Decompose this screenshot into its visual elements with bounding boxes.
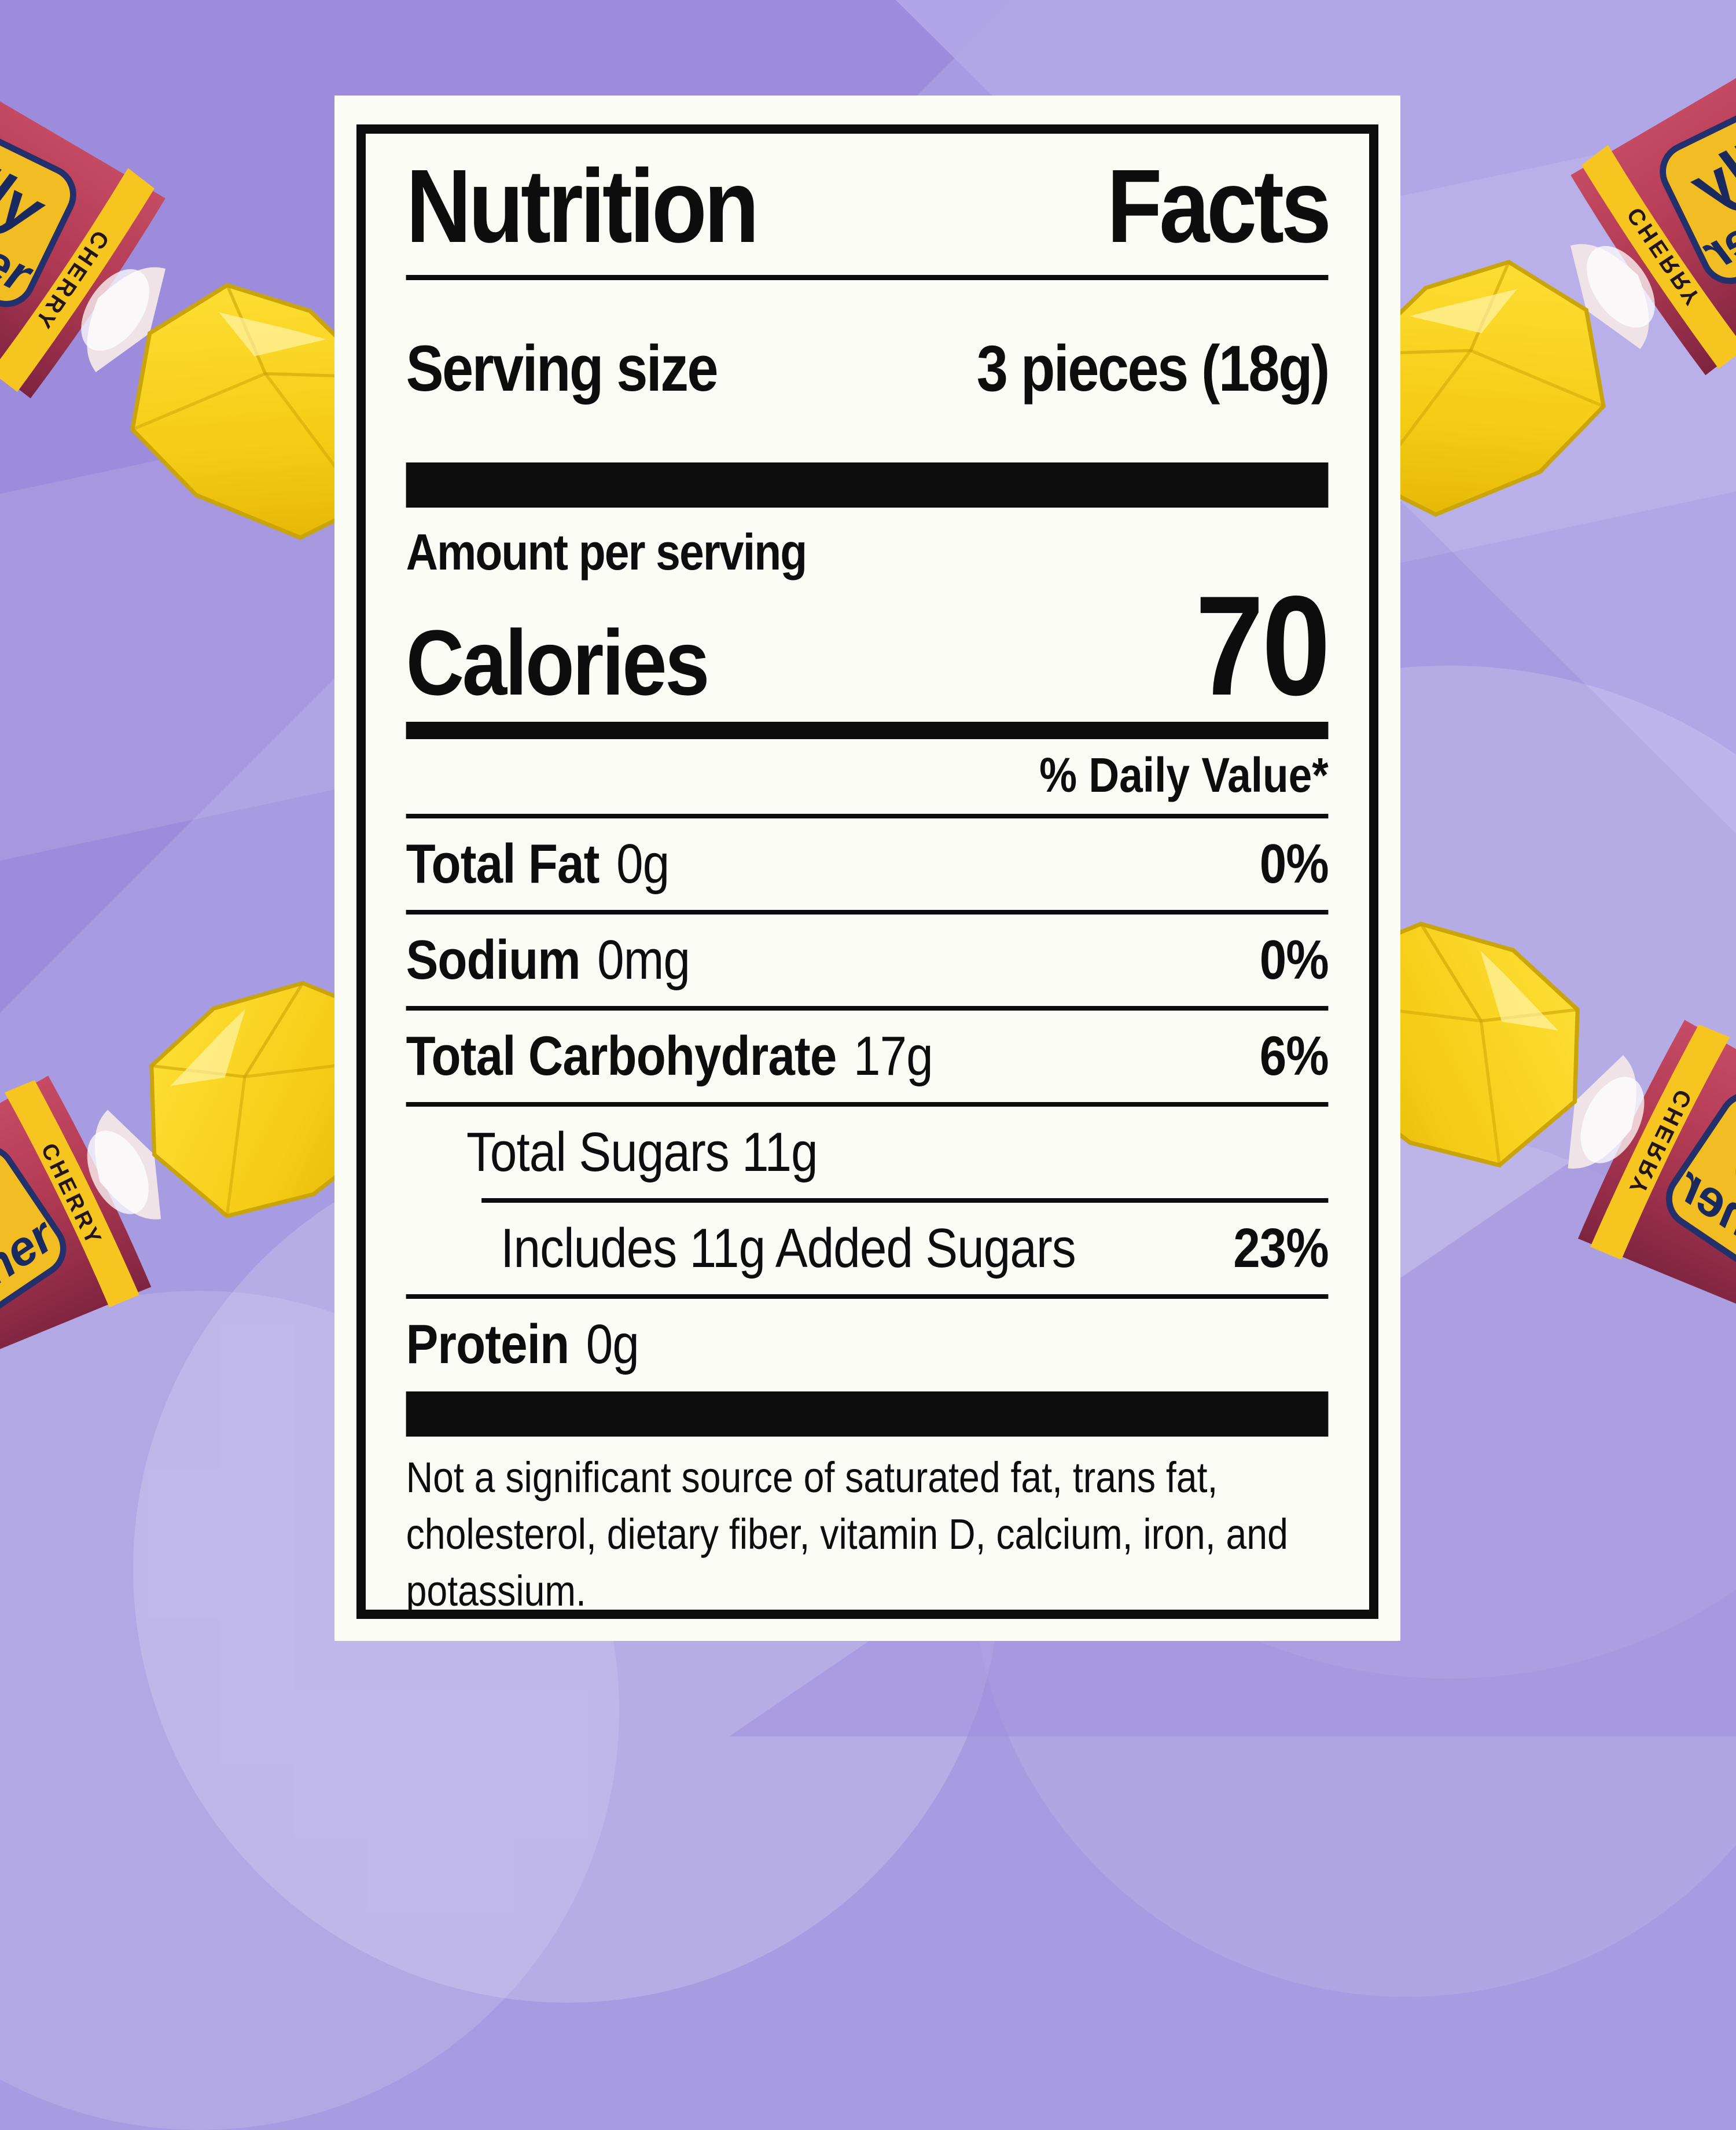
- added-sugars-daily-value: 23%: [1233, 1217, 1329, 1280]
- total-fat-daily-value: 0%: [1259, 833, 1329, 895]
- protein-label: Protein: [406, 1313, 569, 1376]
- amount-per-serving-label: Amount per serving: [406, 523, 808, 581]
- serving-size-value: 3 pieces (18g): [976, 332, 1330, 405]
- label-title-word-nutrition: Nutrition: [406, 148, 760, 265]
- sodium-amount: 0mg: [597, 929, 690, 991]
- nutrient-row-total-carbohydrate: Total Carbohydrate 17g 6%: [406, 1011, 1329, 1092]
- row-divider-indented: [481, 1198, 1329, 1203]
- row-divider: [406, 1294, 1329, 1299]
- row-divider: [406, 1102, 1329, 1107]
- sodium-label: Sodium: [406, 929, 581, 991]
- nutrient-row-sodium: Sodium 0mg 0%: [406, 915, 1329, 996]
- calories-row: Calories 70: [406, 565, 1331, 725]
- daily-value-header: % Daily Value*: [1039, 748, 1329, 803]
- row-divider: [406, 910, 1329, 915]
- label-border-frame: Nutrition Facts Serving size 3 pieces (1…: [356, 124, 1378, 1619]
- total-carbohydrate-amount: 17g: [854, 1025, 933, 1088]
- nutrient-row-added-sugars: Includes 11g Added Sugars 23%: [406, 1203, 1329, 1284]
- row-divider: [406, 1006, 1329, 1011]
- label-title: Nutrition Facts: [406, 148, 1332, 265]
- total-fat-label: Total Fat: [406, 833, 600, 895]
- total-sugars-text: Total Sugars 11g: [466, 1121, 818, 1184]
- nutrition-facts-label: Nutrition Facts Serving size 3 pieces (1…: [334, 96, 1400, 1641]
- protein-amount: 0g: [586, 1313, 639, 1376]
- total-carbohydrate-daily-value: 6%: [1259, 1025, 1329, 1088]
- total-carbohydrate-label: Total Carbohydrate: [406, 1025, 837, 1088]
- sodium-daily-value: 0%: [1259, 929, 1329, 991]
- calories-label: Calories: [406, 610, 710, 714]
- thick-divider-top: [406, 462, 1329, 508]
- title-divider: [406, 274, 1329, 280]
- added-sugars-text: Includes 11g Added Sugars: [501, 1217, 1076, 1280]
- label-content: Nutrition Facts Serving size 3 pieces (1…: [366, 134, 1369, 1615]
- nutrient-row-total-sugars: Total Sugars 11g: [406, 1107, 1329, 1188]
- serving-size-label: Serving size: [406, 332, 719, 405]
- nutrient-row-protein: Protein 0g: [406, 1299, 1329, 1380]
- thick-divider-bottom: [406, 1391, 1329, 1437]
- calories-value: 70: [1195, 565, 1331, 725]
- total-fat-amount: 0g: [616, 833, 670, 895]
- label-title-word-facts: Facts: [1106, 148, 1332, 265]
- medium-divider: [406, 722, 1329, 740]
- not-significant-source-text: Not a significant source of saturated fa…: [406, 1453, 1288, 1615]
- serving-size-row: Serving size 3 pieces (18g): [406, 331, 1330, 406]
- nutrient-row-total-fat: Total Fat 0g 0%: [406, 818, 1329, 899]
- row-divider: [406, 814, 1329, 819]
